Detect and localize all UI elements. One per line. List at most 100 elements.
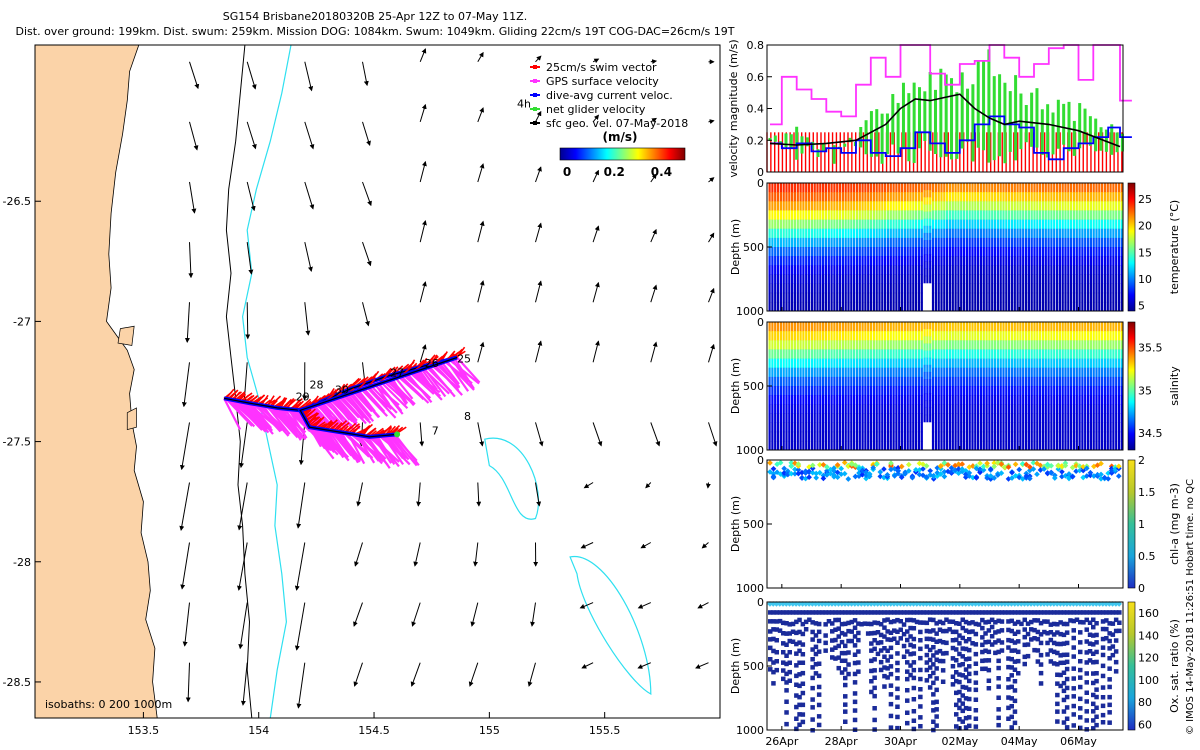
profile-cell [805,192,808,202]
gps-velocity-vector [287,408,308,439]
profile-cell [974,340,977,350]
profile-cell [850,301,853,312]
profile-cell [999,404,1002,414]
profile-cell [1036,404,1039,414]
oxygen-sample [838,601,845,607]
profile-cell [982,331,985,341]
profile-cell [838,265,842,275]
profile-cell [1072,301,1076,312]
profile-cell [999,219,1002,230]
profile-cell [946,376,949,387]
gps-velocity-vector [347,432,366,465]
geo-velocity-arrow [189,181,197,214]
profile-cell [1067,395,1070,405]
profile-cell [847,331,850,341]
profile-cell [869,228,873,239]
profile-cell [1120,404,1123,414]
oxygen-sample [888,725,894,730]
profile-cell [920,183,923,193]
profile-cell [996,404,999,414]
profile-cell [898,192,901,202]
profile-cell [1064,201,1067,211]
profile-cell [954,386,957,396]
profile-cell [977,274,980,284]
chl-sample [777,459,784,466]
profile-cell [1030,210,1033,220]
profile-cell [1056,265,1059,275]
profile-cell [833,349,836,359]
profile-cell [1016,292,1019,303]
profile-cell [819,274,822,284]
profile-cell [833,301,836,312]
oxygen-sample [862,621,868,626]
profile-cell [1109,367,1112,378]
profile-cell [946,274,949,284]
profile-cell [872,265,875,275]
profile-cell [1005,192,1008,202]
oxygen-sample [905,698,910,703]
profile-cell [838,431,842,442]
profile-cell [850,192,853,202]
oxygen-sample [774,659,779,664]
profile-cell [912,331,915,341]
profile-cell [813,331,816,341]
profile-cell [996,431,999,442]
profile-cell [1101,395,1104,405]
oxygen-sample [830,610,835,615]
oxygen-sample [843,719,848,724]
profile-cell [923,225,926,234]
oxygen-sample [777,610,783,615]
profile-cell [946,201,949,211]
profile-cell [889,210,892,220]
profile-cell [1044,322,1047,332]
profile-cell [962,404,966,414]
profile-cell [996,301,999,312]
profile-cell [1081,201,1084,211]
profile-cell [861,367,864,378]
profile-cell [1008,274,1011,284]
profile-cell [1101,349,1104,359]
chl-sample [1069,473,1076,480]
profile-cell [1064,376,1067,387]
profile-cell [937,256,940,266]
profile-cell [1092,283,1095,294]
profile-cell [867,228,870,239]
gps-velocity-vector [388,379,408,406]
oxygen-sample [851,601,858,607]
profile-cell [900,413,904,423]
profile-cell [1002,219,1005,230]
profile-cell [869,413,873,423]
profile-cell [1044,376,1047,387]
profile-cell [878,301,881,312]
profile-cell [855,292,859,303]
profile-cell [892,386,895,396]
profile-cell [833,367,836,378]
profile-cell [864,386,867,396]
profile-cell [779,183,782,193]
profile-cell [915,283,918,294]
profile-cell [774,431,777,442]
profile-cell [1030,301,1033,312]
profile-cell [1050,228,1053,239]
island-stradbroke [126,407,137,431]
profile-cell [819,237,822,248]
profile-cell [903,219,906,230]
oxygen-sample [872,630,877,636]
legend-label: GPS surface velocity [546,75,659,88]
oxygen-sample [905,629,910,634]
profile-cell [1030,431,1033,442]
profile-cell [805,274,808,284]
profile-cell [917,210,921,220]
profile-cell [855,219,859,230]
profile-cell [776,274,780,284]
profile-cell [886,192,890,202]
profile-cell [788,422,791,433]
profile-cell [836,367,839,378]
profile-cell [971,404,974,414]
profile-cell [855,228,859,239]
profile-cell [841,192,844,202]
chl-sample [1083,465,1090,472]
profile-cell [948,322,952,332]
profile-cell [996,237,999,248]
profile-cell [884,331,887,341]
